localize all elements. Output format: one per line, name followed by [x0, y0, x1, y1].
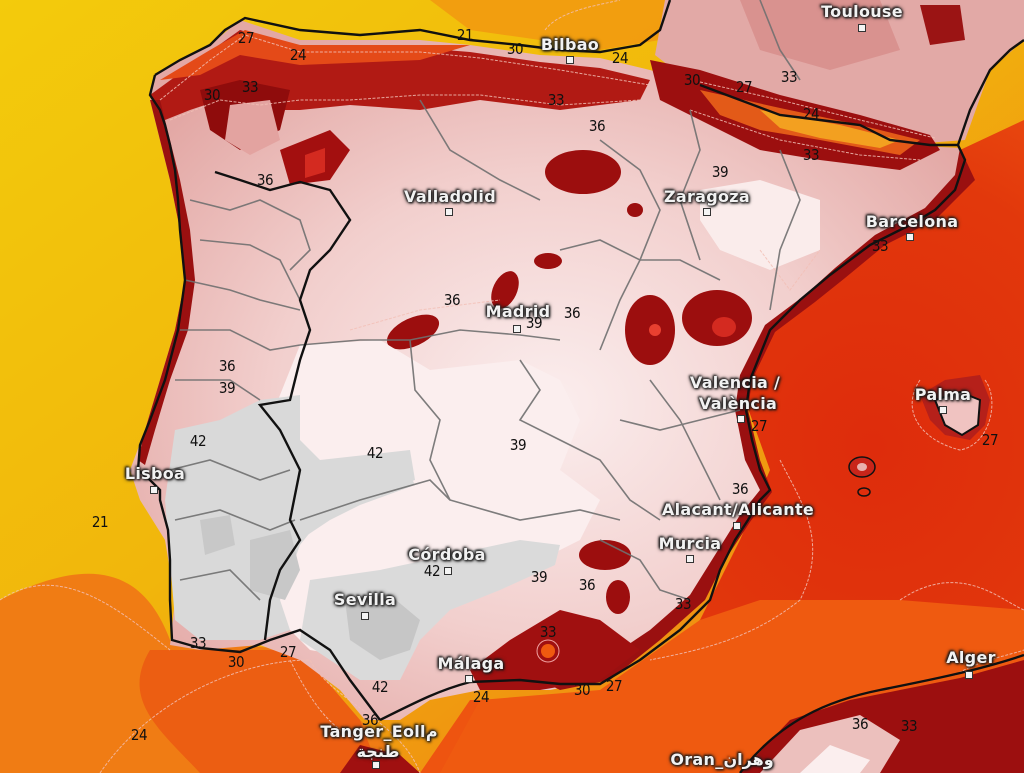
- city-label[interactable]: طنجة: [357, 743, 400, 760]
- city-name: Palma: [914, 385, 972, 404]
- city-name: Tanger_Eollم: [320, 722, 438, 741]
- city-label[interactable]: Murcia: [659, 535, 722, 552]
- city-name: Córdoba: [408, 545, 486, 564]
- city-name: Madrid: [485, 302, 551, 321]
- city-label[interactable]: Alger: [946, 649, 996, 666]
- city-label[interactable]: Málaga: [437, 655, 504, 672]
- city-label[interactable]: Toulouse: [821, 3, 903, 20]
- city-label[interactable]: Oran_وهران: [670, 751, 773, 768]
- bay-of-biscay: [430, 0, 680, 50]
- city-name: طنجة: [356, 742, 400, 761]
- city-name: Lisboa: [124, 464, 186, 483]
- city-name: Sevilla: [333, 590, 397, 609]
- region-borders: [169, 0, 801, 601]
- city-name: València: [698, 394, 778, 413]
- city-label[interactable]: Tanger_Eollم: [320, 723, 437, 740]
- city-name: Toulouse: [821, 2, 903, 21]
- city-label[interactable]: Sevilla: [334, 591, 396, 608]
- city-label[interactable]: Alacant/Alicante: [662, 501, 814, 518]
- coastline: [136, 0, 1024, 773]
- city-label[interactable]: Palma: [915, 386, 972, 403]
- city-label[interactable]: Lisboa: [125, 465, 185, 482]
- city-name: Barcelona: [865, 212, 959, 231]
- city-name: Oran_وهران: [670, 750, 774, 769]
- city-label[interactable]: Madrid: [486, 303, 551, 320]
- city-label[interactable]: Bilbao: [541, 36, 599, 53]
- city-label[interactable]: Valladolid: [404, 188, 496, 205]
- city-name: Valencia /: [689, 373, 781, 392]
- city-label[interactable]: Zaragoza: [664, 188, 750, 205]
- city-name: Valladolid: [404, 187, 496, 206]
- city-label[interactable]: Valencia /: [690, 374, 780, 391]
- city-name: Málaga: [437, 654, 505, 673]
- city-name: Alacant/Alicante: [661, 500, 815, 519]
- hot-cell: [545, 150, 621, 194]
- city-label[interactable]: València: [699, 395, 777, 412]
- city-label[interactable]: Barcelona: [866, 213, 959, 230]
- city-name: Zaragoza: [663, 187, 751, 206]
- city-name: Murcia: [658, 534, 722, 553]
- city-label[interactable]: Córdoba: [408, 546, 485, 563]
- city-name: Bilbao: [540, 35, 600, 54]
- city-name: Alger: [946, 648, 996, 667]
